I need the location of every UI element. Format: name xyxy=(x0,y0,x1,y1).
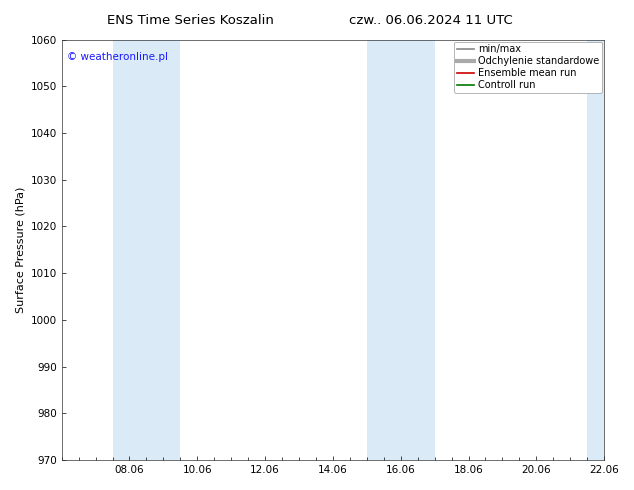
Y-axis label: Surface Pressure (hPa): Surface Pressure (hPa) xyxy=(15,187,25,313)
Legend: min/max, Odchylenie standardowe, Ensemble mean run, Controll run: min/max, Odchylenie standardowe, Ensembl… xyxy=(454,42,602,93)
Text: czw.. 06.06.2024 11 UTC: czw.. 06.06.2024 11 UTC xyxy=(349,14,513,27)
Text: © weatheronline.pl: © weatheronline.pl xyxy=(67,52,168,62)
Bar xyxy=(587,40,604,460)
Bar xyxy=(367,40,434,460)
Bar xyxy=(112,40,180,460)
Text: ENS Time Series Koszalin: ENS Time Series Koszalin xyxy=(107,14,274,27)
